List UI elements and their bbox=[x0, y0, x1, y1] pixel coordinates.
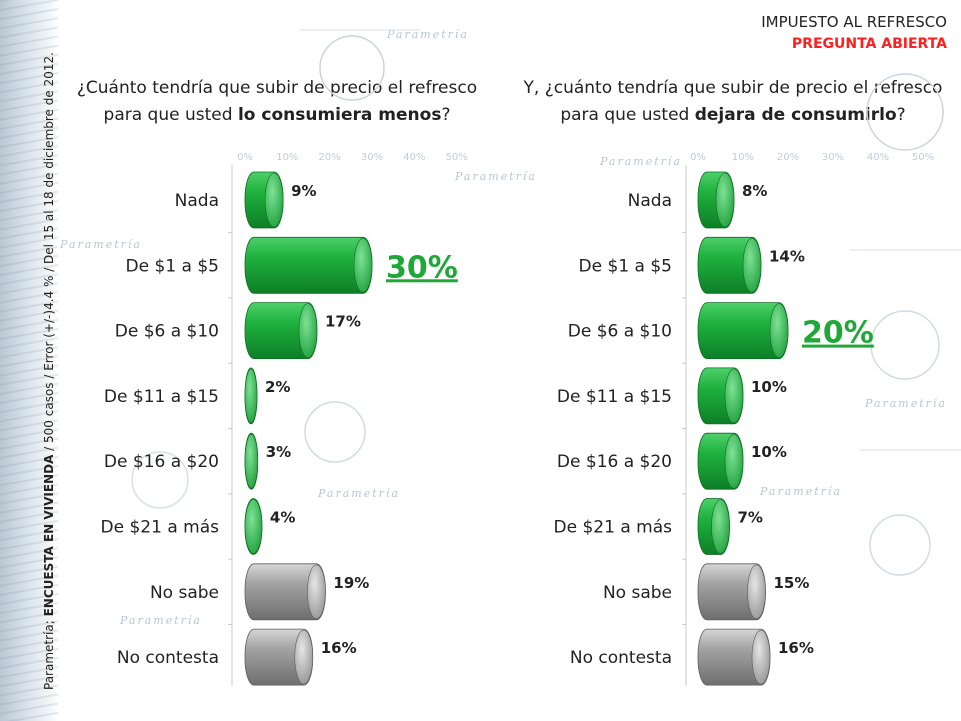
question-left: ¿Cuánto tendría que subir de precio el r… bbox=[62, 75, 492, 129]
axis-tick-label: 10% bbox=[732, 152, 754, 163]
bar-cap bbox=[751, 629, 771, 685]
category-label: De $11 a $15 bbox=[557, 387, 672, 407]
question-left-end: ? bbox=[441, 105, 451, 125]
question-right-bold: dejara de consumirlo bbox=[694, 105, 897, 125]
axis-tick-label: 50% bbox=[446, 152, 468, 163]
axis-tick-label: 20% bbox=[777, 152, 799, 163]
bar-cap bbox=[294, 629, 314, 685]
bar-cap bbox=[264, 172, 284, 228]
header-title: IMPUESTO AL REFRESCO bbox=[761, 13, 947, 31]
value-label: 9% bbox=[291, 182, 316, 200]
axis-tick-label: 0% bbox=[237, 152, 253, 163]
category-label: De $16 a $20 bbox=[557, 452, 672, 472]
category-label: De $16 a $20 bbox=[104, 452, 219, 472]
sidebar-texture bbox=[0, 0, 58, 721]
bar-cap bbox=[244, 499, 263, 554]
highlight-value-label: 20% bbox=[802, 316, 874, 351]
bar-cap bbox=[353, 237, 373, 293]
watermark-text: Parametría bbox=[865, 397, 947, 410]
axis-tick-label: 40% bbox=[867, 152, 889, 163]
bar-cap bbox=[747, 564, 766, 620]
axis-tick-label: 30% bbox=[822, 152, 844, 163]
value-label: 3% bbox=[266, 443, 291, 461]
watermark-text: Parametría bbox=[318, 487, 400, 500]
chart-left: 0% 10% 20% 30% 40% 50% Nada 9% De $1 a $5 30% De $… bbox=[101, 152, 468, 686]
value-label: 10% bbox=[751, 443, 787, 461]
bar-cap bbox=[307, 564, 326, 620]
value-label: 16% bbox=[778, 639, 814, 657]
sidebar-decoration bbox=[0, 0, 58, 721]
value-label: 19% bbox=[333, 574, 369, 592]
bar-cap bbox=[298, 303, 318, 358]
axis-tick-label: 0% bbox=[690, 152, 706, 163]
category-label: De $1 a $5 bbox=[126, 256, 219, 276]
question-left-bold: lo consumiera menos bbox=[237, 105, 442, 125]
bar-cap bbox=[724, 433, 744, 489]
bar-cap bbox=[244, 368, 258, 424]
highlight-value-label: 30% bbox=[386, 250, 458, 285]
category-label: De $6 a $10 bbox=[115, 322, 219, 342]
category-label: De $11 a $15 bbox=[104, 387, 219, 407]
bar-cap bbox=[769, 303, 789, 358]
bar-cap bbox=[715, 172, 735, 228]
watermark-text: Parametría bbox=[60, 238, 142, 251]
value-label: 8% bbox=[742, 182, 767, 200]
category-label: No contesta bbox=[117, 648, 219, 668]
axis-tick-label: 30% bbox=[361, 152, 383, 163]
bar-cap bbox=[724, 368, 744, 424]
bar-cap bbox=[711, 499, 730, 554]
question-right-end: ? bbox=[896, 105, 906, 125]
axis-tick-label: 40% bbox=[403, 152, 425, 163]
category-label: Nada bbox=[175, 191, 219, 211]
category-label: De $21 a más bbox=[101, 518, 220, 538]
value-label: 2% bbox=[265, 378, 290, 396]
value-label: 10% bbox=[751, 378, 787, 396]
question-right: Y, ¿cuánto tendría que subir de precio e… bbox=[513, 75, 953, 129]
category-label: De $21 a más bbox=[554, 518, 673, 538]
axis-tick-label: 50% bbox=[912, 152, 934, 163]
question-right-text: Y, ¿cuánto tendría que subir de precio e… bbox=[523, 78, 943, 125]
value-label: 7% bbox=[738, 509, 763, 527]
bar-cap bbox=[742, 237, 762, 293]
watermark-text: Parametría bbox=[387, 28, 469, 41]
category-label: Nada bbox=[628, 191, 672, 211]
category-label: No contesta bbox=[570, 648, 672, 668]
chart-right: 0% 10% 20% 30% 40% 50% Nada 8% De $1 a $5 14% De $… bbox=[554, 152, 934, 686]
category-label: De $6 a $10 bbox=[568, 322, 672, 342]
category-label: No sabe bbox=[150, 583, 219, 603]
watermark-text: Parametría bbox=[455, 170, 537, 183]
background-decoration bbox=[131, 29, 961, 576]
value-label: 4% bbox=[270, 509, 295, 527]
question-left-text: ¿Cuánto tendría que subir de precio el r… bbox=[76, 78, 478, 125]
watermark-text: Parametría bbox=[760, 485, 842, 498]
category-label: No sabe bbox=[603, 583, 672, 603]
value-label: 17% bbox=[325, 313, 361, 331]
watermark-text: Parametría bbox=[600, 155, 682, 168]
axis-tick-label: 20% bbox=[319, 152, 341, 163]
axis-tick-label: 10% bbox=[276, 152, 298, 163]
bar bbox=[244, 236, 373, 294]
watermark-text: Parametría bbox=[120, 614, 202, 627]
value-label: 16% bbox=[321, 639, 357, 657]
bar-cap bbox=[244, 433, 258, 489]
header-subtitle: PREGUNTA ABIERTA bbox=[789, 36, 949, 52]
value-label: 14% bbox=[769, 247, 805, 265]
category-label: De $1 a $5 bbox=[579, 256, 672, 276]
value-label: 15% bbox=[774, 574, 810, 592]
